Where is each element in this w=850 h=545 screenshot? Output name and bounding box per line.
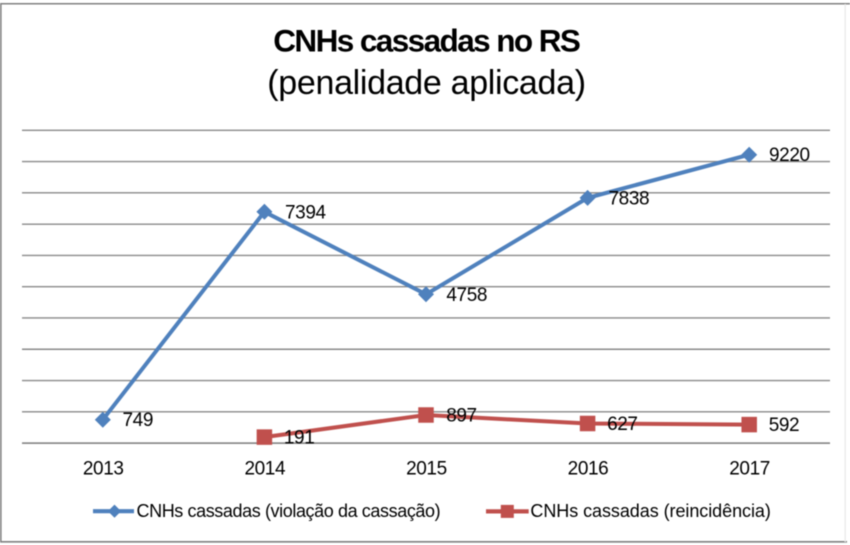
svg-text:191: 191 bbox=[284, 428, 315, 449]
svg-text:627: 627 bbox=[607, 414, 638, 435]
svg-text:2014: 2014 bbox=[244, 459, 286, 480]
svg-text:2016: 2016 bbox=[568, 459, 609, 480]
svg-text:(penalidade aplicada): (penalidade aplicada) bbox=[267, 64, 585, 102]
svg-text:592: 592 bbox=[769, 415, 800, 436]
svg-text:9220: 9220 bbox=[769, 145, 810, 166]
svg-text:897: 897 bbox=[446, 406, 477, 427]
svg-text:2017: 2017 bbox=[729, 459, 770, 480]
svg-text:749: 749 bbox=[123, 410, 154, 431]
svg-text:2013: 2013 bbox=[83, 459, 124, 480]
svg-text:CNHs cassadas (violação da cas: CNHs cassadas (violação da cassação) bbox=[137, 501, 441, 521]
svg-text:CNHs cassadas no RS: CNHs cassadas no RS bbox=[273, 23, 580, 59]
svg-text:7838: 7838 bbox=[609, 188, 650, 209]
svg-text:4758: 4758 bbox=[446, 285, 487, 306]
svg-text:2015: 2015 bbox=[406, 459, 447, 480]
svg-text:7394: 7394 bbox=[285, 202, 327, 223]
svg-text:CNHs cassadas (reincidência): CNHs cassadas (reincidência) bbox=[530, 501, 770, 521]
